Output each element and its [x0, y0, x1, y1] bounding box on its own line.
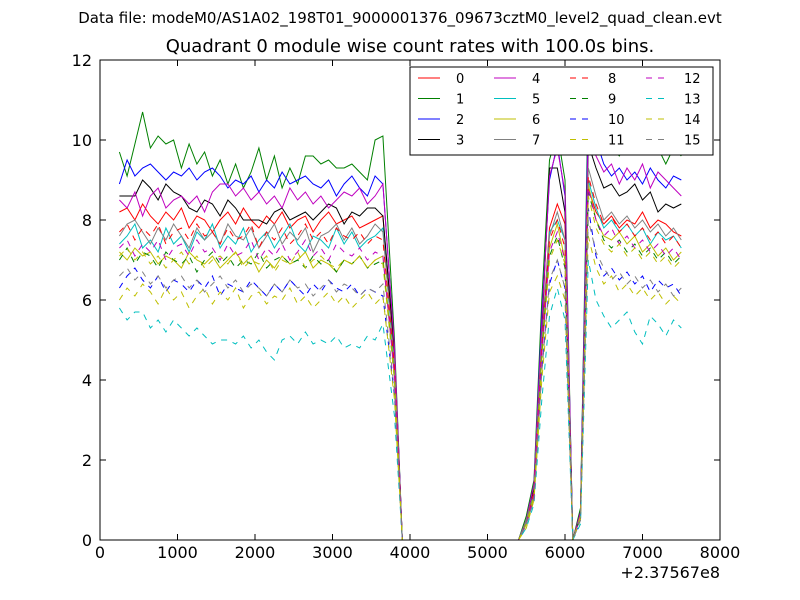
legend-label-0: 0 [456, 72, 464, 87]
x-tick-label: 6000 [545, 543, 586, 562]
axes-layer: 0 1000 2000 3000 4000 5000 6000 7000 80000246810… [72, 51, 741, 582]
legend-label-13: 13 [684, 93, 701, 108]
legend-label-2: 2 [456, 113, 464, 128]
y-tick-label: 0 [82, 531, 92, 550]
x-tick-label: 4000 [390, 543, 431, 562]
legend-label-9: 9 [608, 93, 616, 108]
x-tick-label: 0 [95, 543, 105, 562]
x-tick-label: 2000 [235, 543, 276, 562]
legend-label-11: 11 [608, 134, 625, 149]
x-tick-label: 7000 [622, 543, 663, 562]
legend-label-5: 5 [532, 93, 540, 108]
x-tick-label: 1000 [157, 543, 198, 562]
series-line-15 [119, 219, 682, 540]
series-line-8 [119, 175, 682, 540]
legend-label-4: 4 [532, 72, 540, 87]
y-tick-label: 6 [82, 291, 92, 310]
x-tick-label: 3000 [312, 543, 353, 562]
figure-suptitle: Data file: modeM0/AS1A02_198T01_90000013… [78, 9, 722, 27]
legend-label-1: 1 [456, 93, 464, 108]
y-tick-label: 12 [72, 51, 92, 70]
series-line-2 [118, 111, 682, 540]
series-line-14 [119, 195, 682, 540]
y-tick-label: 4 [82, 371, 92, 390]
legend-label-10: 10 [608, 113, 625, 128]
legend-label-15: 15 [684, 134, 701, 149]
y-tick-label: 10 [72, 131, 92, 150]
legend-label-6: 6 [532, 113, 540, 128]
legend-label-12: 12 [684, 72, 701, 87]
legend-label-8: 8 [608, 72, 616, 87]
legend-box [409, 66, 714, 156]
legend-label-7: 7 [532, 134, 540, 149]
x-tick-label: 8000 [700, 543, 741, 562]
legend-label-14: 14 [684, 113, 701, 128]
series-layer [118, 90, 682, 540]
series-line-12 [119, 187, 682, 540]
legend-label-3: 3 [456, 134, 464, 149]
x-offset-label: +2.37567e8 [620, 563, 720, 582]
y-tick-label: 2 [82, 451, 92, 470]
x-tick-label: 5000 [467, 543, 508, 562]
chart-title: Quadrant 0 module wise count rates with … [165, 36, 655, 57]
series-line-13 [118, 259, 682, 540]
y-tick-label: 8 [82, 211, 92, 230]
